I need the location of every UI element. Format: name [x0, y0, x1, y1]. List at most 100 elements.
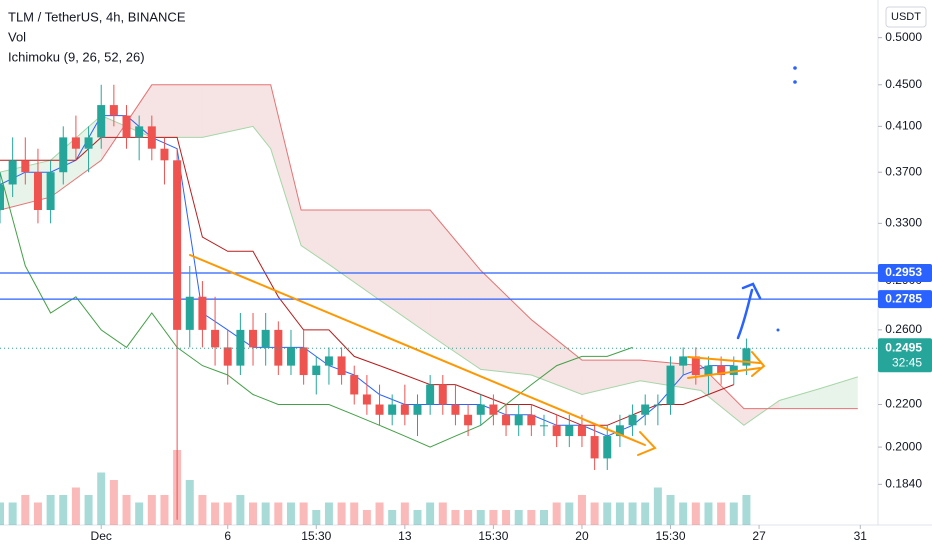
volume-bar [59, 495, 68, 525]
volume-bar [261, 502, 270, 525]
volume-bar [97, 472, 106, 525]
y-tick-label: 0.4500 [885, 77, 922, 91]
volume-bar [514, 510, 523, 525]
volume-bar [590, 502, 599, 525]
volume-bar [198, 495, 207, 525]
candle-body [211, 329, 220, 348]
volume-bar [299, 502, 308, 525]
candle-body [666, 365, 675, 405]
x-tick-label: 6 [224, 529, 231, 543]
volume-bar [223, 502, 232, 525]
volume-bar [71, 487, 80, 525]
price-line-label: 0.2953 [885, 265, 922, 279]
price-line-label: 0.2785 [885, 291, 922, 305]
drawings [189, 66, 797, 456]
volume-bar [489, 510, 498, 525]
dot [793, 66, 797, 70]
volume-bar [324, 502, 333, 525]
candle-body [400, 404, 409, 415]
currency-label[interactable]: USDT [891, 11, 921, 23]
y-tick-label: 0.2200 [885, 397, 922, 411]
volume-bar [527, 510, 536, 525]
candle-body [21, 160, 30, 173]
volume-bar [438, 502, 447, 525]
chart-title: TLM / TetherUS, 4h, BINANCE [8, 9, 186, 24]
cloud-fill [531, 319, 582, 395]
volume-bar [476, 510, 485, 525]
indicator-line [0, 172, 633, 448]
candle-body [286, 347, 295, 366]
x-tick-label: 31 [854, 529, 868, 543]
candle-body [742, 348, 751, 366]
x-tick-label: Dec [91, 529, 112, 543]
volume-bar [147, 495, 156, 525]
volume-bar [577, 495, 586, 525]
candle-body [679, 356, 688, 366]
candle-body [0, 184, 4, 211]
volume-bar [21, 495, 30, 525]
last-price-label: 0.2495 [885, 340, 922, 354]
volume-bar [122, 495, 131, 525]
candle-body [413, 404, 422, 415]
y-tick-label: 0.5000 [885, 30, 922, 44]
candle-body [729, 365, 738, 376]
candle-body [527, 414, 536, 426]
candle-body [312, 365, 321, 376]
volume-bar [286, 502, 295, 525]
x-tick-label: 15:30 [478, 529, 508, 543]
candle-body [451, 404, 460, 415]
volume-bar [653, 487, 662, 525]
candle-body [185, 296, 194, 330]
legend-bg [0, 6, 235, 68]
y-tick-label: 0.2000 [885, 439, 922, 453]
candle-body [540, 425, 549, 427]
volume-bar [312, 510, 321, 525]
candle-body [223, 347, 232, 366]
candle-body [502, 414, 511, 426]
y-tick-label: 0.3300 [885, 216, 922, 230]
candle-body [198, 296, 207, 330]
cloud-fill [301, 210, 329, 265]
candle-body [704, 365, 713, 376]
indicator-label: Vol [8, 29, 26, 44]
volume-bar [249, 502, 258, 525]
triangle-top [687, 356, 761, 364]
volume-bar [464, 510, 473, 525]
candle-body [577, 425, 586, 437]
indicator-label: Ichimoku (9, 26, 52, 26) [8, 49, 145, 64]
volume-bar [451, 510, 460, 525]
x-tick-label: 15:30 [656, 529, 686, 543]
volume-bar [236, 495, 245, 525]
cloud-fill [819, 376, 858, 409]
axis-labels: 0.50000.45000.41000.37000.33000.29000.26… [91, 30, 932, 543]
currency-box[interactable] [885, 6, 927, 28]
candle-body [135, 126, 144, 138]
volume-bar [0, 502, 4, 525]
candle-body [71, 137, 80, 149]
candle-body [249, 329, 258, 348]
volume-bar [704, 502, 713, 525]
volume-bar [565, 502, 574, 525]
breakout-arrow-head [741, 282, 762, 300]
candle-body [350, 375, 359, 395]
y-tick-label: 0.2600 [885, 322, 922, 336]
candle-body [691, 356, 700, 376]
volume-bar [109, 480, 118, 525]
x-tick-label: 20 [575, 529, 589, 543]
y-tick-label: 0.3700 [885, 164, 922, 178]
candle-body [489, 404, 498, 415]
candle-body [362, 394, 371, 405]
volume-bar [628, 502, 637, 525]
price-line-tag [878, 263, 932, 282]
candle-body [109, 105, 118, 116]
x-tick-label: 13 [398, 529, 412, 543]
volume-bar [413, 510, 422, 525]
volume-bar [388, 510, 397, 525]
y-tick-label: 0.4100 [885, 119, 922, 133]
cloud-span-b [0, 84, 858, 410]
volume-bar [603, 502, 612, 525]
cloud-fill [202, 84, 254, 138]
triangle-arrow [751, 351, 766, 377]
volume-bar [211, 502, 220, 525]
